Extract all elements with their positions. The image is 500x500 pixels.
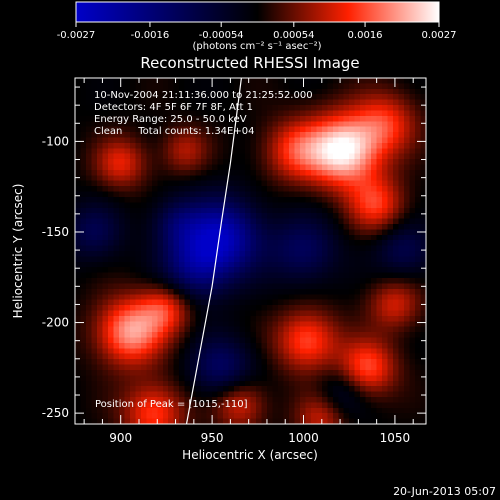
- annotation-detectors: Detectors: 4F 5F 6F 7F 8F, Att 1: [94, 102, 253, 113]
- x-tick-label: 1000: [288, 431, 319, 445]
- colorbar-tick-label: 0.0027: [422, 30, 457, 41]
- colorbar-tick-label: -0.0016: [131, 30, 170, 41]
- x-axis-label: Heliocentric X (arcsec): [182, 448, 318, 462]
- annotation-time-range: 10-Nov-2004 21:11:36.000 to 21:25:52.000: [94, 90, 313, 101]
- chart-marks: [75, 78, 426, 424]
- colorbar-tick-label: -0.0027: [57, 30, 96, 41]
- x-tick-label: 1050: [380, 431, 411, 445]
- colorbar-unit-label: (photons cm⁻² s⁻¹ asec⁻²): [192, 41, 321, 52]
- x-tick-label: 950: [201, 431, 224, 445]
- colorbar-ticks: -0.0027 -0.0016 -0.00054 0.00054 0.0016 0.002…: [57, 22, 457, 41]
- y-tick-label: -200: [42, 316, 69, 330]
- chart-title: Reconstructed RHESSI Image: [140, 54, 359, 72]
- y-tick-label: -250: [42, 406, 69, 420]
- y-tick-label: -150: [42, 225, 69, 239]
- heatmap-image: [75, 78, 426, 424]
- solar-limb-curve: [185, 78, 242, 424]
- annotations: 10-Nov-2004 21:11:36.000 to 21:25:52.000…: [94, 90, 313, 410]
- footer-date: 20-Jun-2013 05:07: [393, 485, 496, 498]
- x-tick-label: 900: [109, 431, 132, 445]
- plot-area: [74, 77, 427, 425]
- annotation-energy-range: Energy Range: 25.0 - 50.0 keV: [94, 114, 247, 125]
- colorbar-gradient-bar: [75, 1, 440, 23]
- colorbar-tick-label: -0.00054: [199, 30, 244, 41]
- colorbar: -0.0027 -0.0016 -0.00054 0.00054 0.0016 0.002…: [57, 1, 457, 52]
- annotation-clean-counts: Clean Total counts: 1.34E+04: [94, 126, 254, 137]
- colorbar-tick-label: 0.00054: [273, 30, 314, 41]
- plot-frame: [74, 77, 427, 425]
- y-axis-label: Heliocentric Y (arcsec): [11, 184, 25, 319]
- y-tick-label: -100: [42, 134, 69, 148]
- colorbar-tick-label: 0.0016: [348, 30, 383, 41]
- peak-position-label: Position of Peak = [1015,-110]: [95, 399, 248, 410]
